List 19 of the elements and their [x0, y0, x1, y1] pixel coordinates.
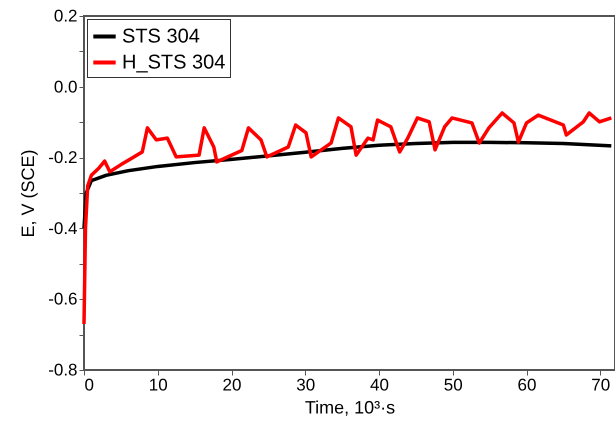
- x-axis-title: Time, 10³·s: [304, 398, 396, 418]
- line-series: [82, 111, 614, 326]
- x-tick-label: 60: [518, 376, 536, 394]
- y-tick-label: 0.2: [54, 6, 78, 26]
- y-axis-title: E, V (SCE): [18, 149, 38, 238]
- y-tick-label: -0.8: [48, 360, 78, 380]
- y-tick-label: 0.0: [54, 77, 78, 96]
- x-tick-label: 0: [84, 376, 94, 394]
- legend-label: H_STS 304: [122, 52, 226, 74]
- x-tick-label: 30: [296, 376, 316, 394]
- x-tick-label: 40: [370, 376, 389, 394]
- legend-label: STS 304: [122, 26, 200, 48]
- y-tick-label: -0.2: [48, 148, 78, 168]
- y-tick-label: -0.4: [48, 218, 78, 238]
- y-tick-label: -0.6: [48, 290, 78, 309]
- x-tick-label: 70: [591, 376, 610, 394]
- x-tick-label: 20: [222, 376, 242, 394]
- x-tick-label: 50: [444, 376, 463, 394]
- x-tick-label: 10: [148, 376, 168, 394]
